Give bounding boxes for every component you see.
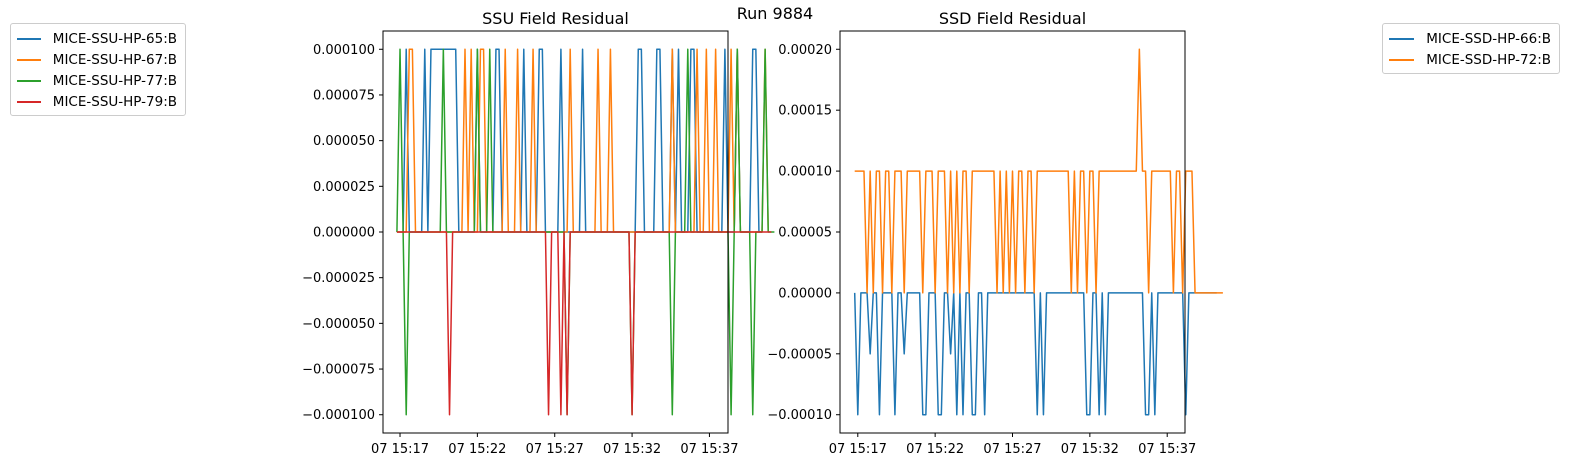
y-tick-label: 0.000050: [313, 134, 375, 149]
y-tick-label: 0.00020: [778, 43, 832, 58]
y-tick-label: 0.00010: [778, 165, 832, 180]
legend-line-swatch: [17, 58, 41, 61]
series-line-mice-ssu-hp-79-b: [396, 231, 772, 416]
legend-label: MICE-SSD-HP-66:B: [1426, 30, 1551, 47]
y-tick-label: 0.00015: [778, 104, 832, 119]
legend-label: MICE-SSD-HP-72:B: [1426, 51, 1551, 68]
legend-line-swatch: [1389, 37, 1415, 40]
x-tick-label: 07 15:17: [829, 442, 887, 457]
y-tick-label: −0.000100: [302, 408, 375, 423]
y-tick-label: 0.000100: [313, 43, 375, 58]
y-tick-label: 0.00005: [778, 226, 832, 241]
x-tick-label: 07 15:22: [448, 442, 506, 457]
x-tick-label: 07 15:32: [1061, 442, 1119, 457]
legend-entry: MICE-SSU-HP-79:B: [17, 91, 177, 112]
legend-entry: MICE-SSD-HP-66:B: [1389, 28, 1551, 49]
x-tick-label: 07 15:27: [983, 442, 1041, 457]
legend-line-swatch: [1389, 58, 1415, 61]
y-tick-label: −0.00010: [767, 408, 832, 423]
ssu-residual-chart: SSU Field Residual 0.000100 0.000075 0.0000…: [302, 9, 775, 457]
legend-entry: MICE-SSU-HP-67:B: [17, 49, 177, 70]
legend-entry: MICE-SSU-HP-77:B: [17, 70, 177, 91]
x-tick-label: 07 15:27: [526, 442, 584, 457]
series-line-mice-ssd-hp-66-b: [853, 292, 1217, 416]
legend-entry: MICE-SSD-HP-72:B: [1389, 49, 1551, 70]
legend-label: MICE-SSU-HP-79:B: [52, 93, 177, 110]
y-tick-label: 0.000000: [313, 226, 375, 241]
y-tick-label: 0.000075: [313, 88, 375, 103]
y-tick-label: −0.000025: [302, 271, 375, 286]
legend-label: MICE-SSU-HP-65:B: [52, 30, 177, 47]
chart-title: SSD Field Residual: [939, 9, 1086, 28]
legend-label: MICE-SSU-HP-67:B: [52, 51, 177, 68]
legend-line-swatch: [17, 79, 41, 82]
ssd-residual-chart: SSD Field Residual 0.00020 0.00015 0.00010 0…: [767, 9, 1223, 457]
x-tick-label: 07 15:37: [1138, 442, 1196, 457]
legend-label: MICE-SSU-HP-77:B: [52, 72, 177, 89]
y-tick-label: 0.000025: [313, 180, 375, 195]
x-tick-label: 07 15:32: [603, 442, 661, 457]
legend-line-swatch: [17, 100, 41, 103]
ssd-legend: MICE-SSD-HP-66:B MICE-SSD-HP-72:B: [1382, 23, 1560, 74]
legend-line-swatch: [17, 37, 41, 40]
ssu-legend: MICE-SSU-HP-65:B MICE-SSU-HP-67:B MICE-S…: [10, 23, 186, 116]
series-line-mice-ssd-hp-72-b: [854, 48, 1223, 294]
chart-title: SSU Field Residual: [482, 9, 629, 28]
y-tick-label: −0.000050: [302, 317, 375, 332]
y-tick-label: −0.00005: [767, 347, 832, 362]
y-tick-label: −0.000075: [302, 363, 375, 378]
legend-entry: MICE-SSU-HP-65:B: [17, 28, 177, 49]
x-tick-label: 07 15:37: [680, 442, 738, 457]
plot-frame: [839, 30, 1186, 434]
x-tick-label: 07 15:22: [906, 442, 964, 457]
figure-title: Run 9884: [737, 4, 813, 23]
x-tick-label: 07 15:17: [371, 442, 429, 457]
y-tick-label: 0.00000: [778, 286, 832, 301]
